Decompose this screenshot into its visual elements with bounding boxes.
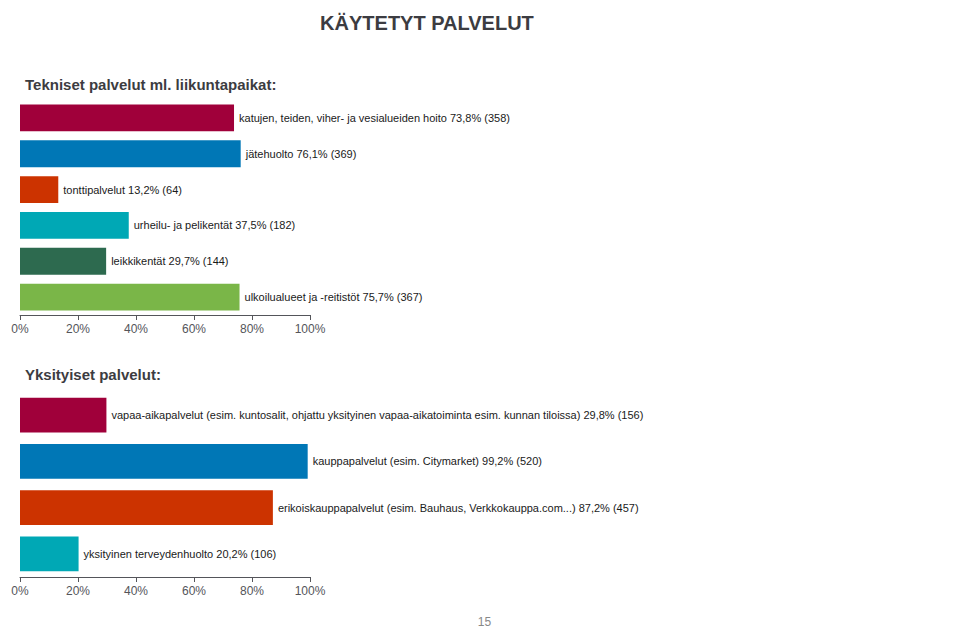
svg-text:40%: 40% (124, 322, 148, 336)
svg-text:20%: 20% (66, 584, 90, 598)
svg-text:20%: 20% (66, 322, 90, 336)
svg-text:100%: 100% (295, 584, 326, 598)
svg-text:0%: 0% (11, 322, 29, 336)
svg-text:40%: 40% (124, 584, 148, 598)
svg-text:KÄYTETYT PALVELUT: KÄYTETYT PALVELUT (320, 12, 534, 34)
svg-text:katujen, teiden, viher- ja ves: katujen, teiden, viher- ja vesialueiden … (239, 112, 510, 124)
svg-text:kauppapalvelut (esim. Citymark: kauppapalvelut (esim. Citymarket) 99,2% … (313, 455, 542, 467)
svg-text:80%: 80% (240, 322, 264, 336)
svg-text:vapaa-aikapalvelut (esim. kunt: vapaa-aikapalvelut (esim. kuntosalit, oh… (111, 409, 643, 421)
svg-text:jätehuolto 76,1% (369): jätehuolto 76,1% (369) (245, 148, 357, 160)
svg-text:ulkoilualueet ja -reitistöt 75: ulkoilualueet ja -reitistöt 75,7% (367) (245, 291, 423, 303)
svg-text:Yksityiset palvelut:: Yksityiset palvelut: (25, 366, 161, 383)
svg-text:60%: 60% (182, 322, 206, 336)
svg-text:yksityinen terveydenhuolto 20,: yksityinen terveydenhuolto 20,2% (106) (84, 548, 277, 560)
svg-text:60%: 60% (182, 584, 206, 598)
svg-text:Tekniset palvelut ml. liikunta: Tekniset palvelut ml. liikuntapaikat: (25, 76, 276, 93)
svg-text:tonttipalvelut 13,2% (64): tonttipalvelut 13,2% (64) (63, 184, 182, 196)
svg-text:80%: 80% (240, 584, 264, 598)
svg-text:leikkikentät 29,7% (144): leikkikentät 29,7% (144) (111, 255, 228, 267)
svg-text:0%: 0% (11, 584, 29, 598)
svg-text:erikoiskauppapalvelut (esim. B: erikoiskauppapalvelut (esim. Bauhaus, Ve… (278, 502, 639, 514)
svg-text:100%: 100% (295, 322, 326, 336)
svg-text:urheilu- ja pelikentät 37,5% (: urheilu- ja pelikentät 37,5% (182) (134, 219, 295, 231)
svg-text:15: 15 (478, 615, 492, 629)
